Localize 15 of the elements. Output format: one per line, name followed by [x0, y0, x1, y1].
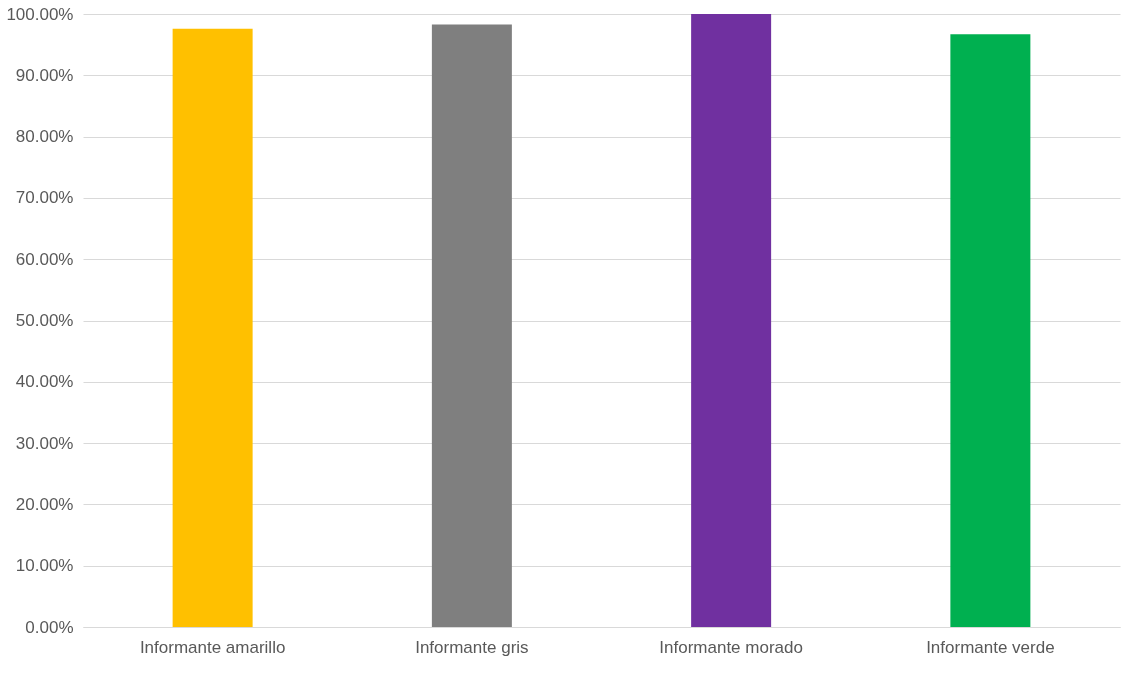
- y-tick-label: 30.00%: [15, 433, 74, 453]
- y-tick-label: 10.00%: [15, 556, 74, 576]
- x-tick-label: Informante morado: [659, 637, 803, 657]
- x-tick-label: Informante gris: [415, 637, 529, 657]
- x-tick-label: Informante verde: [926, 637, 1055, 657]
- x-tick-label: Informante amarillo: [139, 637, 286, 657]
- y-tick-label: 60.00%: [15, 249, 74, 269]
- y-tick-label: 50.00%: [15, 311, 74, 330]
- y-tick-label: 20.00%: [15, 494, 74, 514]
- y-tick-label: 100.00%: [6, 4, 74, 24]
- y-tick-label: 80.00%: [15, 127, 74, 147]
- y-tick-label: 40.00%: [15, 372, 74, 392]
- y-tick-label: 90.00%: [15, 65, 74, 85]
- y-tick-label: 70.00%: [15, 188, 74, 208]
- y-tick-label: 0.00%: [25, 617, 74, 637]
